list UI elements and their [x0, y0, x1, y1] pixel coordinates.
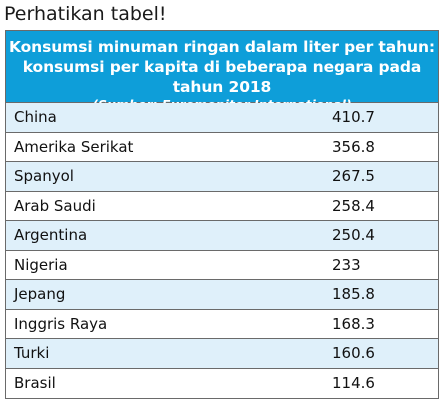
table-title-line1: Konsumsi minuman ringan dalam liter per …: [6, 37, 438, 57]
consumption-table: Konsumsi minuman ringan dalam liter per …: [5, 30, 439, 399]
value-cell: 185.8: [322, 285, 438, 303]
value-cell: 160.6: [322, 344, 438, 362]
value-cell: 356.8: [322, 138, 438, 156]
table-row: Argentina 250.4: [6, 221, 438, 251]
country-cell: Amerika Serikat: [6, 138, 322, 156]
value-cell: 410.7: [322, 108, 438, 126]
country-cell: Spanyol: [6, 167, 322, 185]
country-cell: Inggris Raya: [6, 315, 322, 333]
table-row: China 410.7: [6, 103, 438, 133]
table-header: Konsumsi minuman ringan dalam liter per …: [6, 31, 438, 103]
country-cell: Nigeria: [6, 256, 322, 274]
table-row: Spanyol 267.5: [6, 162, 438, 192]
table-row: Nigeria 233: [6, 251, 438, 281]
table-row: Arab Saudi 258.4: [6, 192, 438, 222]
table-row: Brasil 114.6: [6, 369, 438, 399]
value-cell: 267.5: [322, 167, 438, 185]
value-cell: 168.3: [322, 315, 438, 333]
table-title-line2: konsumsi per kapita di beberapa negara p…: [6, 57, 438, 97]
country-cell: Turki: [6, 344, 322, 362]
table-row: Amerika Serikat 356.8: [6, 133, 438, 163]
table-body: China 410.7 Amerika Serikat 356.8 Spanyo…: [6, 103, 438, 398]
value-cell: 258.4: [322, 197, 438, 215]
intro-text: Perhatikan tabel!: [4, 2, 167, 26]
table-row: Inggris Raya 168.3: [6, 310, 438, 340]
value-cell: 233: [322, 256, 438, 274]
country-cell: Arab Saudi: [6, 197, 322, 215]
country-cell: China: [6, 108, 322, 126]
country-cell: Argentina: [6, 226, 322, 244]
value-cell: 114.6: [322, 374, 438, 392]
value-cell: 250.4: [322, 226, 438, 244]
table-row: Turki 160.6: [6, 339, 438, 369]
table-row: Jepang 185.8: [6, 280, 438, 310]
country-cell: Jepang: [6, 285, 322, 303]
country-cell: Brasil: [6, 374, 322, 392]
